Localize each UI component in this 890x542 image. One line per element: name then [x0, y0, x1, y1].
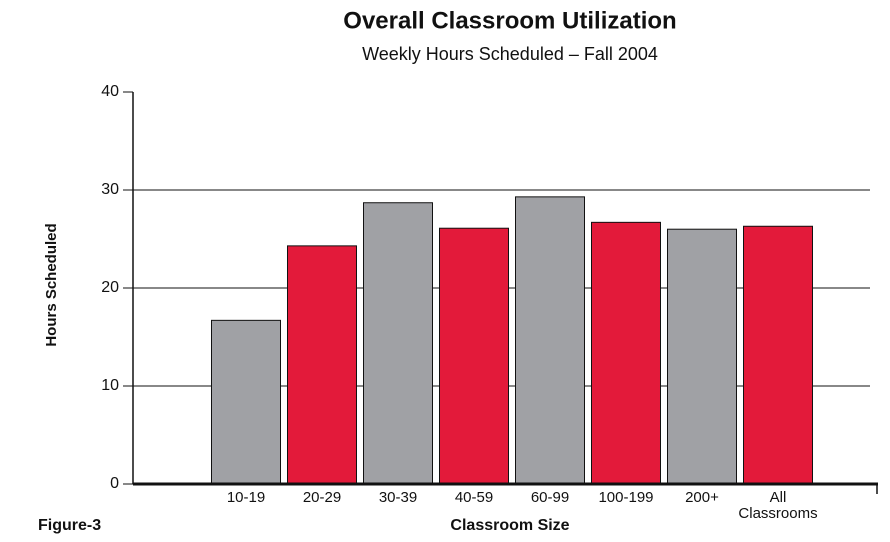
x-tick-label: 100-199	[598, 489, 654, 506]
y-axis-label: Hours Scheduled	[43, 223, 60, 346]
x-tick-label: 20-29	[302, 489, 342, 506]
figure-label: Figure-3	[38, 517, 101, 534]
bar	[211, 319, 281, 485]
bar	[591, 221, 661, 485]
x-tick-label: 200+	[685, 489, 719, 506]
x-axis-label: Classroom Size	[450, 517, 569, 534]
bar	[287, 245, 357, 485]
x-tick-label: 30-39	[378, 489, 418, 506]
bar	[515, 196, 585, 485]
x-tick-label: 60-99	[530, 489, 570, 506]
chart-title: Overall Classroom Utilization	[343, 7, 676, 34]
x-tick-label: 40-59	[454, 489, 494, 506]
y-tick-label: 10	[101, 377, 119, 394]
bar	[439, 227, 509, 485]
y-tick-label: 0	[110, 475, 119, 492]
bar	[743, 225, 813, 485]
x-tick-label: 10-19	[226, 489, 266, 506]
bar	[667, 228, 737, 485]
y-tick-label: 20	[101, 279, 119, 296]
y-tick-label: 40	[101, 83, 119, 100]
y-tick-label: 30	[101, 181, 119, 198]
chart-subtitle: Weekly Hours Scheduled – Fall 2004	[362, 44, 658, 64]
bar	[363, 202, 433, 485]
x-tick-label: All Classrooms	[738, 489, 818, 522]
